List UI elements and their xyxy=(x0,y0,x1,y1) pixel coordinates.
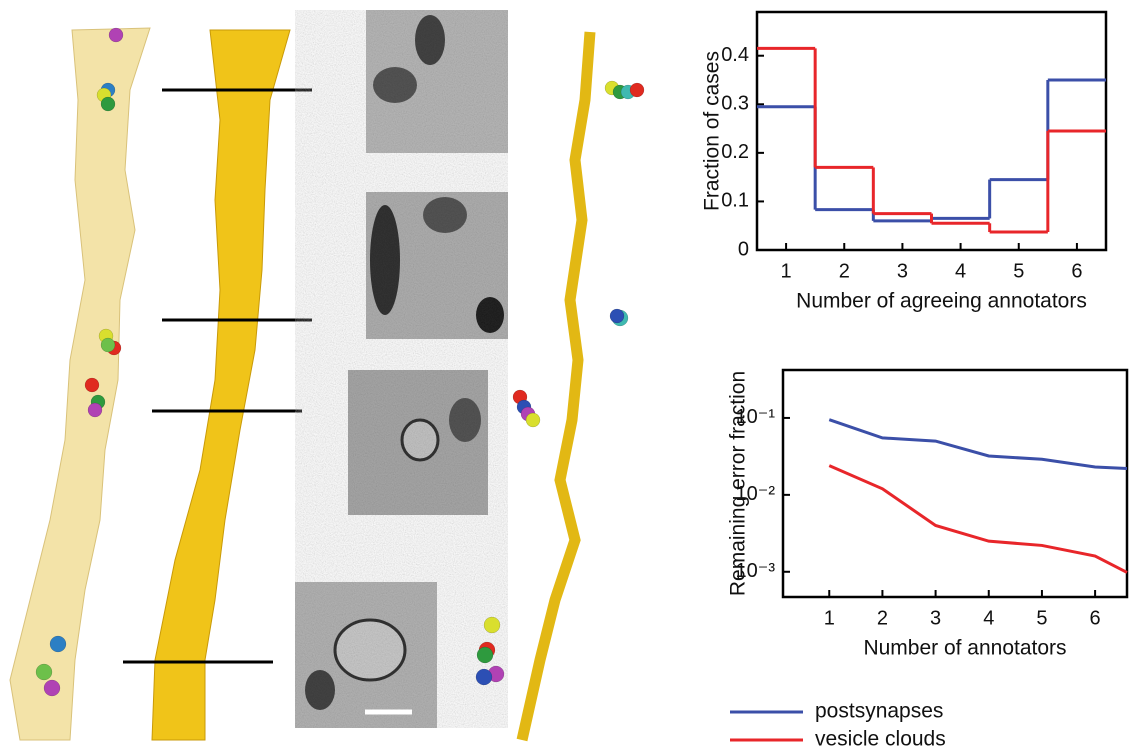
x-tick-label: 4 xyxy=(955,260,966,282)
x-axis-label: Number of annotators xyxy=(863,637,1066,660)
x-tick-label: 1 xyxy=(781,260,792,282)
em-image xyxy=(295,10,508,728)
illustration xyxy=(10,10,644,740)
x-tick-label: 1 xyxy=(824,607,835,629)
legend-label: postsynapses xyxy=(815,700,943,723)
neurite-skeleton xyxy=(522,32,590,740)
x-tick-label: 4 xyxy=(983,607,994,629)
y-tick-label: 0.2 xyxy=(721,141,749,163)
x-tick-label: 6 xyxy=(1090,607,1101,629)
y-tick-label: 0 xyxy=(738,238,749,260)
x-axis-label: Number of agreeing annotators xyxy=(796,290,1087,313)
series-line xyxy=(829,420,1127,469)
y-axis-label: Fraction of cases xyxy=(701,51,724,211)
plot-frame xyxy=(783,370,1127,597)
x-tick-label: 6 xyxy=(1071,260,1082,282)
y-tick-label: 0.4 xyxy=(721,44,749,66)
y-tick-label: 0.3 xyxy=(721,93,749,115)
legend-label: vesicle clouds xyxy=(815,728,946,751)
series-line xyxy=(829,466,1127,573)
x-tick-label: 5 xyxy=(1013,260,1024,282)
y-tick-label: 0.1 xyxy=(721,190,749,212)
x-tick-label: 5 xyxy=(1036,607,1047,629)
neurite-mesh-gold xyxy=(152,30,290,740)
x-tick-label: 2 xyxy=(839,260,850,282)
x-tick-label: 3 xyxy=(897,260,908,282)
x-tick-label: 2 xyxy=(877,607,888,629)
neurite-mesh-pale xyxy=(10,28,150,740)
y-axis-label: Remaining error fraction xyxy=(727,371,750,596)
x-tick-label: 3 xyxy=(930,607,941,629)
figure: 1 2 3 4 5 6 0 0.1 0.2 0.3 0.4 Number of agreeing an… xyxy=(0,0,1133,751)
